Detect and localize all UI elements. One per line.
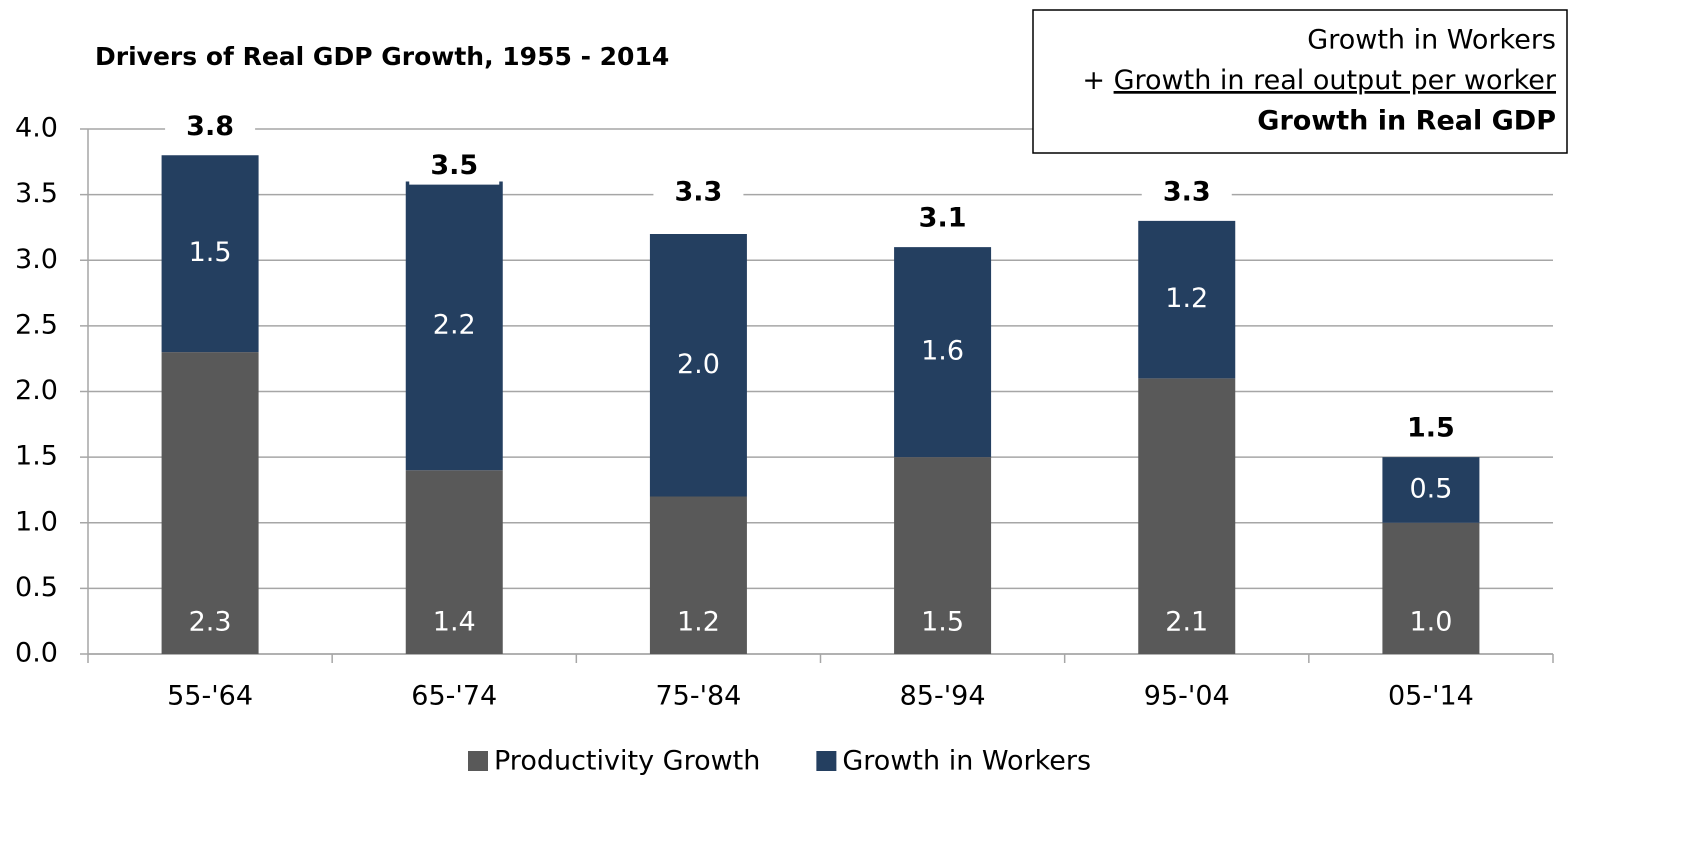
data-label: 1.2 (1165, 283, 1208, 314)
legend-label: Growth in Workers (842, 746, 1091, 777)
annotation-box: Growth in Workers + Growth in real outpu… (1032, 9, 1568, 154)
annotation-frame (1032, 9, 1568, 154)
bar-segment (649, 496, 747, 654)
bar-segment (894, 457, 992, 654)
total-label-bg (1141, 174, 1232, 211)
data-label: 1.4 (433, 607, 476, 638)
data-label: 2.3 (189, 607, 232, 638)
bar-segment (161, 155, 259, 353)
chart-title: Drivers of Real GDP Growth, 1955 - 2014 (95, 42, 669, 71)
bar-segment (161, 352, 259, 654)
data-label: 1.5 (189, 237, 232, 268)
bar-segment (894, 247, 992, 458)
data-label: 2.2 (433, 309, 476, 340)
legend-swatch (816, 751, 837, 771)
bar-segment (405, 470, 503, 654)
total-label: 3.3 (674, 176, 722, 207)
total-label-bg (1385, 411, 1476, 448)
x-tick-label: 95-'04 (1144, 681, 1230, 712)
annotation-line: Growth in Real GDP (1257, 106, 1556, 137)
legend-swatch (468, 751, 488, 771)
total-label-bg (409, 148, 500, 185)
y-tick-label: 1.0 (15, 506, 58, 537)
data-label: 1.6 (921, 336, 964, 367)
y-tick-label: 0.5 (15, 572, 58, 603)
y-tick-label: 2.0 (15, 375, 58, 406)
data-label: 0.5 (1409, 473, 1452, 504)
y-tick-label: 2.5 (15, 309, 58, 340)
total-label-bg (897, 201, 988, 238)
legend: Productivity Growth Growth in Workers (468, 746, 1091, 777)
total-label: 3.5 (430, 150, 478, 181)
total-label: 1.5 (1407, 413, 1455, 444)
x-tick-label: 85-'94 (900, 681, 986, 712)
x-tick-label: 05-'14 (1388, 681, 1474, 712)
y-tick-label: 0.0 (15, 638, 58, 669)
legend-label: Productivity Growth (494, 746, 760, 777)
annotation-line: + Growth in real output per worker (1082, 65, 1557, 96)
data-label: 1.5 (921, 607, 964, 638)
x-tick-label: 55-'64 (167, 681, 253, 712)
annotation-line: Growth in Workers (1307, 25, 1556, 56)
total-label: 3.8 (186, 111, 234, 142)
bar-segment (1138, 378, 1236, 654)
data-label: 2.0 (677, 349, 720, 380)
bar-segment (649, 234, 747, 497)
x-tick-label: 75-'84 (655, 681, 741, 712)
total-label-bg (653, 174, 744, 211)
annotation-plus: + (1082, 65, 1105, 96)
y-tick-label: 4.0 (15, 113, 58, 144)
total-label-bg (165, 109, 256, 146)
bar-segment (1382, 457, 1480, 523)
total-label: 3.1 (919, 203, 967, 234)
bar-segment (1138, 220, 1236, 379)
x-tick-label: 65-'74 (411, 681, 497, 712)
data-label: 1.2 (677, 607, 720, 638)
y-tick-label: 1.5 (15, 441, 58, 472)
annotation-underlined: Growth in real output per worker (1114, 65, 1557, 96)
data-label: 1.0 (1409, 607, 1452, 638)
plot-area: 0.0 0.5 1.0 1.5 2.0 2.5 3.0 3.5 4.0 55-'64 2.3 1.5 3… (15, 109, 1554, 712)
total-label: 3.3 (1163, 176, 1211, 207)
bar-segment (1382, 522, 1480, 654)
data-label: 2.1 (1165, 607, 1208, 638)
bar-segment (405, 181, 503, 471)
y-tick-label: 3.0 (15, 244, 58, 275)
y-tick-label: 3.5 (15, 178, 58, 209)
